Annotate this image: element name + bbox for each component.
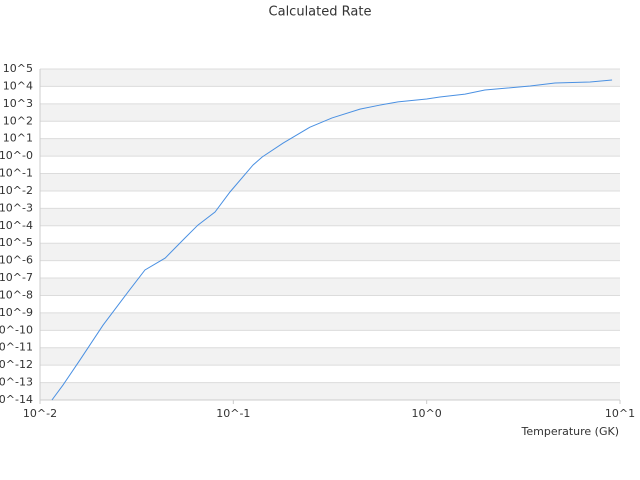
y-tick-label: 10^2 — [3, 114, 33, 127]
grid-band — [40, 173, 620, 191]
x-tick-label: 10^-1 — [216, 407, 250, 420]
grid-band — [40, 382, 620, 400]
y-tick-label: 10^-5 — [0, 236, 33, 249]
y-tick-label: 10^5 — [3, 62, 33, 75]
chart-title: Calculated Rate — [269, 5, 372, 20]
grid-band — [40, 312, 620, 331]
y-tick-label: 10^1 — [3, 132, 33, 145]
y-tick-label: 10^-6 — [0, 254, 33, 267]
y-tick-label: 10^-2 — [0, 184, 33, 197]
grid-band — [40, 69, 620, 87]
x-tick-label: 10^1 — [605, 407, 635, 420]
y-tick-label: 10^-1 — [0, 167, 33, 180]
y-tick-label: 10^-14 — [0, 393, 33, 406]
grid-band — [40, 103, 620, 122]
y-tick-label: 10^-10 — [0, 323, 33, 336]
grid-band — [40, 208, 620, 226]
y-tick-label: 10^-8 — [0, 288, 33, 301]
y-tick-label: 10^-4 — [0, 219, 33, 232]
x-tick-label: 10^0 — [412, 407, 442, 420]
y-tick-label: 10^-7 — [0, 271, 33, 284]
y-tick-label: 10^-0 — [0, 149, 33, 162]
data-line — [51, 79, 613, 401]
x-axis-label: Temperature (GK) — [521, 425, 620, 438]
x-tick-label: 10^-2 — [23, 407, 57, 420]
y-tick-label: 10^-9 — [0, 306, 33, 319]
grid-band — [40, 347, 620, 366]
grid-band — [40, 138, 620, 157]
y-tick-label: 10^-3 — [0, 201, 33, 214]
y-tick-label: 10^-12 — [0, 358, 33, 371]
grid-band — [40, 278, 620, 296]
y-tick-label: 10^4 — [3, 79, 33, 92]
grid-band — [40, 243, 620, 261]
y-tick-label: 10^-13 — [0, 376, 33, 389]
y-tick-label: 10^-11 — [0, 341, 33, 354]
y-tick-label: 10^3 — [3, 97, 33, 110]
